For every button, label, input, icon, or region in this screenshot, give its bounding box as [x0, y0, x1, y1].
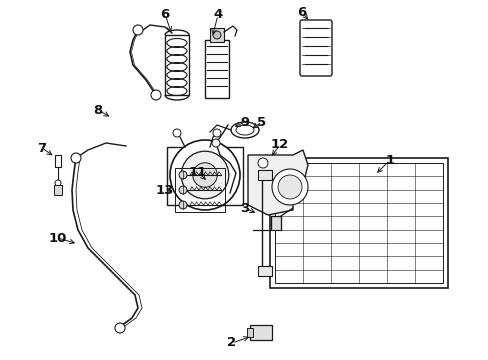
Circle shape [133, 25, 142, 35]
Circle shape [278, 175, 302, 199]
Bar [164, 35, 189, 95]
Circle shape [179, 186, 186, 194]
Circle shape [271, 169, 307, 205]
Bar [204, 40, 228, 98]
Circle shape [170, 140, 240, 210]
Text: 3: 3 [240, 202, 249, 215]
Text: 5: 5 [257, 116, 266, 129]
Circle shape [212, 139, 220, 147]
Polygon shape [247, 150, 307, 215]
Circle shape [179, 171, 186, 179]
Bar [249, 325, 271, 340]
Circle shape [55, 180, 61, 186]
Circle shape [213, 31, 221, 39]
Bar [167, 147, 243, 205]
Circle shape [258, 158, 267, 168]
Circle shape [173, 129, 181, 137]
Circle shape [192, 163, 217, 187]
Bar [246, 328, 252, 337]
Text: 9: 9 [240, 116, 249, 129]
Circle shape [151, 90, 161, 100]
FancyBboxPatch shape [299, 20, 331, 76]
Text: 8: 8 [93, 104, 102, 117]
Circle shape [213, 129, 221, 137]
Bar [55, 155, 61, 167]
Bar [270, 216, 281, 230]
Circle shape [71, 153, 81, 163]
Bar [258, 266, 271, 276]
Text: 10: 10 [49, 231, 67, 244]
Text: 12: 12 [270, 139, 288, 152]
Bar [175, 168, 224, 212]
Bar [258, 170, 271, 180]
Bar [269, 158, 447, 288]
Bar [209, 28, 224, 42]
Text: 7: 7 [38, 141, 46, 154]
Bar [54, 185, 62, 195]
Circle shape [115, 323, 125, 333]
Circle shape [179, 201, 186, 209]
Text: 2: 2 [227, 337, 236, 350]
Text: 13: 13 [156, 184, 174, 197]
Text: 1: 1 [385, 153, 394, 166]
Circle shape [181, 151, 228, 199]
Text: 6: 6 [297, 5, 306, 18]
Text: 6: 6 [160, 8, 169, 21]
Bar [274, 163, 442, 283]
Text: 4: 4 [213, 9, 222, 22]
Text: 11: 11 [188, 166, 207, 179]
